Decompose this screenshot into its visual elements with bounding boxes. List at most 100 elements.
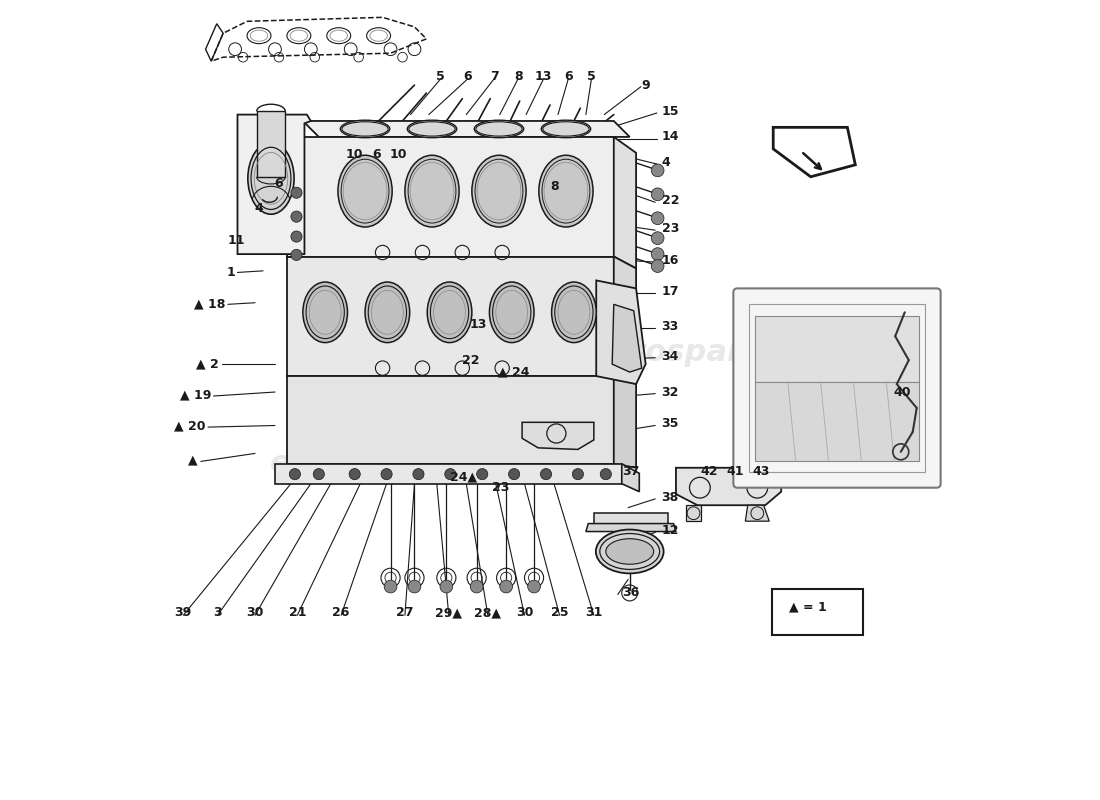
Circle shape xyxy=(508,469,519,480)
Polygon shape xyxy=(614,257,636,384)
Text: 10: 10 xyxy=(345,148,363,161)
Text: 25: 25 xyxy=(551,606,569,619)
Polygon shape xyxy=(755,316,920,382)
Circle shape xyxy=(651,232,664,245)
Ellipse shape xyxy=(302,282,348,342)
Circle shape xyxy=(290,211,303,222)
Ellipse shape xyxy=(365,282,409,342)
Text: ▲ 24: ▲ 24 xyxy=(498,366,530,378)
Polygon shape xyxy=(586,523,676,531)
Text: 30: 30 xyxy=(246,606,264,619)
Circle shape xyxy=(572,469,583,480)
Text: 1: 1 xyxy=(227,266,235,279)
Polygon shape xyxy=(596,281,646,384)
Text: ▲ 19: ▲ 19 xyxy=(179,388,211,401)
Text: 4: 4 xyxy=(661,156,670,169)
Polygon shape xyxy=(238,114,311,254)
Text: 31: 31 xyxy=(585,606,603,619)
Text: 7: 7 xyxy=(490,70,498,83)
Text: 22: 22 xyxy=(462,354,478,366)
Text: 6: 6 xyxy=(463,70,472,83)
Text: 22: 22 xyxy=(661,194,679,207)
Text: 6: 6 xyxy=(372,148,381,161)
Text: 40: 40 xyxy=(893,386,911,398)
Polygon shape xyxy=(287,257,614,376)
Polygon shape xyxy=(275,464,622,484)
Text: 12: 12 xyxy=(661,524,679,538)
Polygon shape xyxy=(594,514,668,523)
Polygon shape xyxy=(287,137,614,257)
Ellipse shape xyxy=(596,530,663,574)
Text: eurospares: eurospares xyxy=(271,226,463,255)
Polygon shape xyxy=(676,468,781,506)
Circle shape xyxy=(651,248,664,261)
Text: 39: 39 xyxy=(175,606,191,619)
Text: 8: 8 xyxy=(550,180,559,193)
Text: 30: 30 xyxy=(516,606,534,619)
Circle shape xyxy=(290,250,303,261)
Circle shape xyxy=(290,231,303,242)
Circle shape xyxy=(444,469,455,480)
Polygon shape xyxy=(621,464,639,492)
Circle shape xyxy=(349,469,361,480)
Ellipse shape xyxy=(490,282,535,342)
Text: 36: 36 xyxy=(621,586,639,599)
Text: 6: 6 xyxy=(274,177,283,190)
Text: 42: 42 xyxy=(701,466,718,478)
Circle shape xyxy=(412,469,424,480)
Ellipse shape xyxy=(472,155,526,227)
Polygon shape xyxy=(685,506,702,521)
Text: 15: 15 xyxy=(661,105,679,118)
Text: 4: 4 xyxy=(254,202,263,215)
Circle shape xyxy=(440,580,453,593)
Polygon shape xyxy=(755,382,920,462)
Text: 33: 33 xyxy=(661,320,679,333)
Ellipse shape xyxy=(474,120,524,138)
Text: 21: 21 xyxy=(288,606,306,619)
Text: 43: 43 xyxy=(752,466,770,478)
Ellipse shape xyxy=(606,538,653,564)
Text: ▲ 2: ▲ 2 xyxy=(197,358,219,370)
Circle shape xyxy=(314,469,324,480)
Circle shape xyxy=(651,188,664,201)
FancyBboxPatch shape xyxy=(734,288,940,488)
Ellipse shape xyxy=(248,142,294,214)
Text: ▲ = 1: ▲ = 1 xyxy=(789,601,826,614)
Circle shape xyxy=(471,580,483,593)
Circle shape xyxy=(290,187,303,198)
Polygon shape xyxy=(613,304,641,372)
Text: eurospares: eurospares xyxy=(271,450,463,478)
Polygon shape xyxy=(746,506,769,521)
Text: 13: 13 xyxy=(470,318,487,330)
Text: 24▲: 24▲ xyxy=(450,471,477,484)
Circle shape xyxy=(528,580,540,593)
Circle shape xyxy=(381,469,393,480)
Polygon shape xyxy=(522,422,594,450)
Ellipse shape xyxy=(340,120,389,138)
Polygon shape xyxy=(256,111,285,177)
Text: ▲ 18: ▲ 18 xyxy=(195,298,226,311)
Circle shape xyxy=(476,469,487,480)
Polygon shape xyxy=(614,376,636,468)
Text: 5: 5 xyxy=(437,70,446,83)
Text: 8: 8 xyxy=(514,70,522,83)
Text: 23: 23 xyxy=(492,481,509,494)
Text: 3: 3 xyxy=(213,606,222,619)
Text: ▲: ▲ xyxy=(188,454,198,466)
Circle shape xyxy=(289,469,300,480)
Circle shape xyxy=(651,212,664,225)
Text: 14: 14 xyxy=(661,130,679,143)
Text: 35: 35 xyxy=(661,418,679,430)
Text: 37: 37 xyxy=(621,466,639,478)
Circle shape xyxy=(384,580,397,593)
Text: 5: 5 xyxy=(587,70,596,83)
Text: 11: 11 xyxy=(228,234,245,247)
Circle shape xyxy=(540,469,551,480)
Text: 27: 27 xyxy=(396,606,414,619)
Text: 6: 6 xyxy=(564,70,573,83)
Text: 10: 10 xyxy=(389,148,407,161)
Ellipse shape xyxy=(405,155,459,227)
Text: 17: 17 xyxy=(661,285,679,298)
Text: eurospares: eurospares xyxy=(590,338,782,366)
Circle shape xyxy=(499,580,513,593)
